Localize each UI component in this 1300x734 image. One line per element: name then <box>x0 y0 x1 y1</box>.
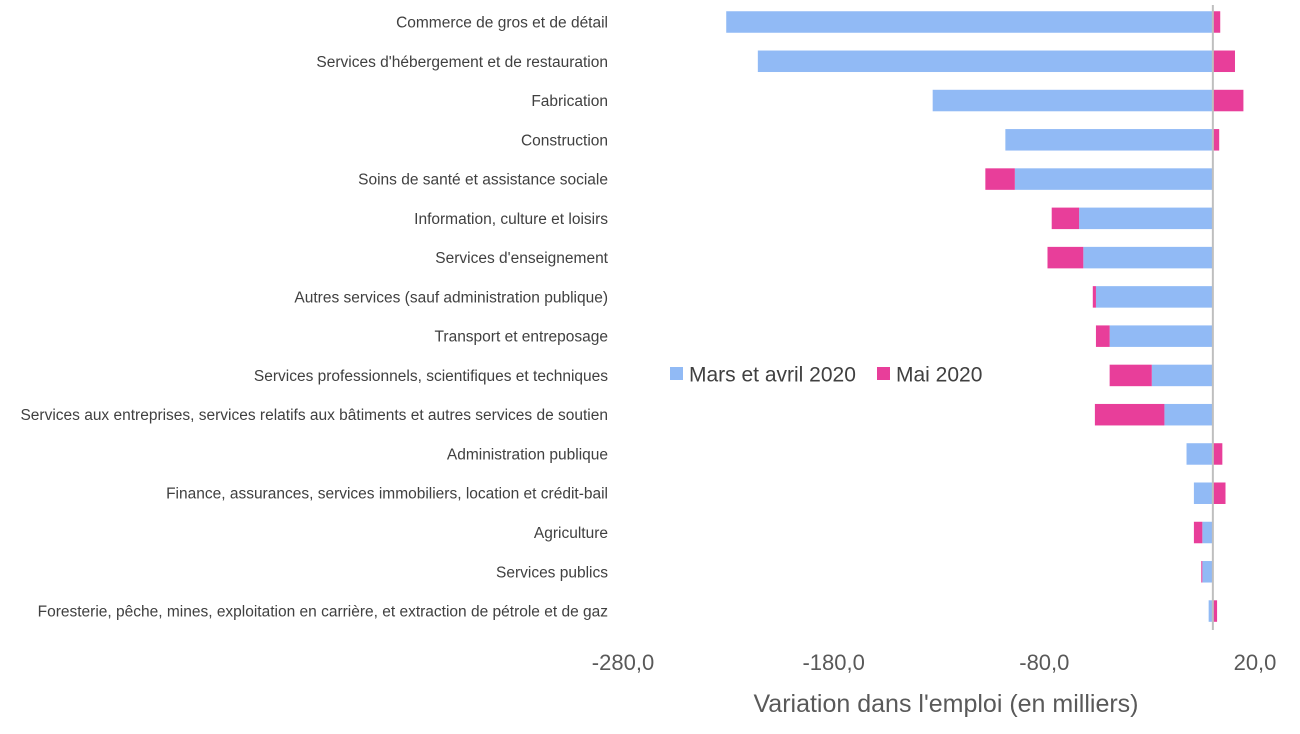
category-label-agriculture: Agriculture <box>534 525 608 542</box>
bar-mai-10 <box>1094 403 1165 426</box>
bar-mai-15 <box>1212 600 1218 622</box>
bar-mars-avril-4 <box>1014 168 1213 190</box>
bar-mai-12 <box>1212 482 1226 504</box>
bar-mars-avril-11 <box>1186 443 1213 465</box>
bar-mars-avril-2 <box>932 89 1213 112</box>
bar-mars-avril-0 <box>726 11 1213 33</box>
category-label-services-publics: Services publics <box>496 564 608 581</box>
x-tick-labels: -280,0 -180,0 -80,0 20,0 <box>592 650 1277 675</box>
category-label-services-professionnels-scientifiques-et: Services professionnels, scientifiques e… <box>254 368 608 385</box>
x-tick-label: -280,0 <box>592 650 654 675</box>
legend-swatch-mars-avril <box>670 367 683 380</box>
x-axis-title: Variation dans l'emploi (en milliers) <box>753 690 1138 718</box>
bar-mars-avril-1 <box>757 50 1213 73</box>
bar-mai-4 <box>985 168 1015 190</box>
bar-mars-avril-12 <box>1193 482 1213 504</box>
bar-mai-14 <box>1201 561 1203 583</box>
bars-layer <box>726 11 1244 622</box>
category-labels: Commerce de gros et de détail Services d'… <box>20 15 608 621</box>
bar-mars-avril-8 <box>1109 325 1213 347</box>
legend-label-mai: Mai 2020 <box>896 364 982 387</box>
category-label-transport-et-entreposage: Transport et entreposage <box>435 329 608 346</box>
x-tick-label: 20,0 <box>1234 650 1277 675</box>
bar-mai-8 <box>1095 325 1110 347</box>
bar-mars-avril-3 <box>1005 129 1213 151</box>
bar-mars-avril-15 <box>1208 600 1213 622</box>
bar-mai-5 <box>1051 207 1080 230</box>
bar-mars-avril-14 <box>1202 561 1213 583</box>
bar-mai-0 <box>1212 11 1221 33</box>
legend-label-mars-avril: Mars et avril 2020 <box>689 364 856 387</box>
category-label-autres-services-sauf-administration-publ: Autres services (sauf administration pub… <box>294 289 608 306</box>
bar-mars-avril-9 <box>1151 364 1213 387</box>
bar-mai-9 <box>1109 364 1152 387</box>
x-tick-label: -80,0 <box>1019 650 1069 675</box>
category-label-foresterie-peche-mines-exploitation-en-c: Foresterie, pêche, mines, exploitation e… <box>38 604 608 621</box>
category-label-fabrication: Fabrication <box>531 93 608 110</box>
category-label-services-d-hebergement-et-de-restauratio: Services d'hébergement et de restauratio… <box>316 54 608 71</box>
category-label-commerce-de-gros-et-de-detail: Commerce de gros et de détail <box>396 15 608 32</box>
bar-mai-13 <box>1193 521 1203 544</box>
category-label-administration-publique: Administration publique <box>447 446 608 463</box>
category-label-information-culture-et-loisirs: Information, culture et loisirs <box>414 211 608 228</box>
x-tick-label: -180,0 <box>802 650 864 675</box>
bar-mars-avril-10 <box>1164 403 1213 426</box>
bar-mars-avril-13 <box>1202 521 1213 544</box>
category-label-construction: Construction <box>521 132 608 149</box>
legend: Mars et avril 2020 Mai 2020 <box>670 364 982 387</box>
bar-mars-avril-6 <box>1083 246 1213 269</box>
bar-mai-1 <box>1212 50 1235 73</box>
bar-mars-avril-5 <box>1079 207 1213 230</box>
category-label-services-aux-entreprises-services-relati: Services aux entreprises, services relat… <box>20 407 608 424</box>
legend-swatch-mai <box>877 367 890 380</box>
bar-mai-6 <box>1047 246 1084 269</box>
bar-mars-avril-7 <box>1095 286 1213 308</box>
category-label-soins-de-sante-et-assistance-sociale: Soins de santé et assistance sociale <box>358 172 608 189</box>
bar-mai-3 <box>1212 129 1220 151</box>
category-label-finance-assurances-services-immobiliers-: Finance, assurances, services immobilier… <box>166 486 608 503</box>
bar-mai-11 <box>1212 443 1223 465</box>
bar-mai-2 <box>1212 89 1244 112</box>
category-label-services-d-enseignement: Services d'enseignement <box>435 250 608 267</box>
bar-mai-7 <box>1092 286 1096 308</box>
